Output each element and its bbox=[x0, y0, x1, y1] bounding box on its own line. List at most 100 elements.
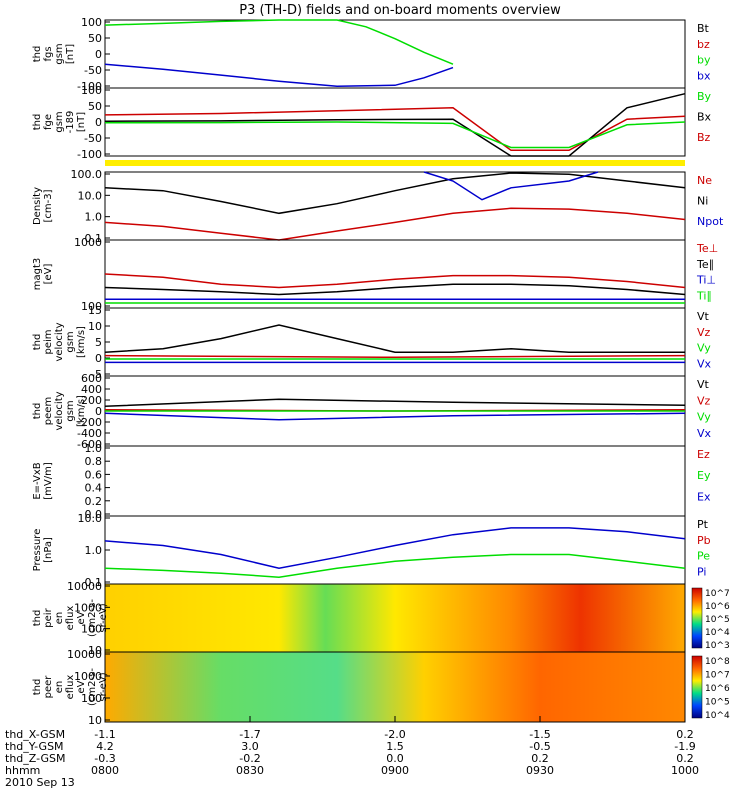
y-axis-label-line: Pressure bbox=[32, 529, 43, 572]
spectrogram-fill bbox=[105, 584, 685, 652]
y-axis-label: Density[cm-3] bbox=[32, 187, 54, 225]
legend-entry: Pt bbox=[697, 518, 709, 531]
y-tick-label: 600 bbox=[81, 372, 102, 385]
y-tick-label: 0 bbox=[95, 116, 102, 129]
legend-entry: Vt bbox=[697, 378, 710, 391]
row-value: 0.2 bbox=[676, 728, 694, 741]
legend-entry: Ti∥ bbox=[696, 289, 712, 302]
figure-title: P3 (TH-D) fields and on-board moments ov… bbox=[239, 3, 561, 18]
row-value: 1000 bbox=[671, 764, 699, 777]
y-axis-label-line: [nT] bbox=[76, 112, 87, 132]
series-line-By bbox=[104, 121, 686, 149]
panel-1: 100 50 0 -50 -100 thdfgegsm-189[nT] By Bx Bz bbox=[32, 84, 712, 161]
row-value: 1.5 bbox=[386, 740, 404, 753]
y-tick-label: 100.0 bbox=[71, 168, 103, 181]
y-tick-label: 1.0 bbox=[85, 442, 103, 455]
panel-2: 100.0 10.0 1.0 0.1 Density[cm-3] Ne Ni Npot bbox=[32, 168, 724, 245]
y-axis-label: thdpeerenefluxeV(cm2-s-sr-eV) bbox=[32, 668, 109, 706]
series-line-Te⊥ bbox=[104, 273, 686, 289]
legend-entry: Pb bbox=[697, 534, 711, 547]
panel-frame bbox=[104, 307, 686, 377]
row-value: 0830 bbox=[236, 764, 264, 777]
row-value: 0.0 bbox=[386, 752, 404, 765]
colorbar-tick-label: 10^4 bbox=[705, 628, 730, 638]
row-value: -0.3 bbox=[94, 752, 115, 765]
legend-entry: Vz bbox=[697, 326, 711, 339]
colorbar bbox=[691, 587, 703, 649]
y-tick-label: 0 bbox=[95, 352, 102, 365]
y-tick-label: 0.4 bbox=[85, 482, 103, 495]
series-line-Vz bbox=[104, 354, 686, 359]
y-axis-label-line: [nT] bbox=[65, 44, 76, 64]
colorbar-tick-label: 10^4 bbox=[705, 711, 730, 721]
y-axis-label-line: eflux bbox=[65, 606, 76, 631]
y-tick-label: 10 bbox=[88, 320, 102, 333]
y-axis-label-line: gsm bbox=[65, 331, 76, 352]
y-axis-label-line: gsm bbox=[65, 400, 76, 421]
y-axis-label-line: eflux bbox=[65, 675, 76, 700]
colorbar-tick-label: 10^6 bbox=[705, 684, 730, 694]
panel-frame bbox=[104, 19, 686, 89]
y-tick-label: 0 bbox=[95, 405, 102, 418]
y-axis-label-line: (cm2-s- bbox=[87, 599, 98, 637]
series-line-Bx bbox=[104, 92, 686, 157]
y-tick-label: 0.1 bbox=[85, 576, 103, 589]
y-axis-label-line: velocity bbox=[54, 322, 65, 361]
y-axis-label-line: peem bbox=[43, 397, 54, 425]
colorbar-tick-label: 10^3 bbox=[705, 641, 730, 651]
row-label: thd_Z-GSM bbox=[5, 752, 65, 765]
legend-entry: Pe bbox=[697, 550, 710, 563]
y-tick-label: -100 bbox=[77, 148, 102, 161]
series-line-Vt bbox=[104, 398, 686, 408]
panel-frame bbox=[104, 445, 686, 517]
y-tick-label: -50 bbox=[84, 132, 102, 145]
legend-entry: Ex bbox=[697, 490, 711, 503]
y-axis-label-line: [km/s] bbox=[76, 395, 87, 427]
y-axis-label: Pressure[nPa] bbox=[32, 529, 54, 572]
row-label: hhmm bbox=[5, 764, 40, 777]
y-tick-label: 1000 bbox=[74, 601, 102, 614]
row-value: -2.0 bbox=[384, 728, 405, 741]
y-tick-label: 5 bbox=[95, 336, 102, 349]
y-axis-label-line: -189 bbox=[65, 111, 76, 134]
y-axis-label-line: peir bbox=[43, 607, 54, 627]
colorbar-tick-label: 10^5 bbox=[705, 615, 730, 625]
row-value: -1.9 bbox=[674, 740, 695, 753]
y-axis-label-line: thd bbox=[32, 114, 43, 131]
y-tick-label: 50 bbox=[88, 32, 102, 45]
y-tick-label: 100 bbox=[81, 300, 102, 313]
y-tick-label: 10 bbox=[88, 644, 102, 657]
legend-entry: Ez bbox=[697, 448, 710, 461]
row-value: 0800 bbox=[91, 764, 119, 777]
y-tick-label: 0.2 bbox=[85, 495, 103, 508]
y-tick-label: 1.0 bbox=[85, 544, 103, 557]
row-value: 0900 bbox=[381, 764, 409, 777]
spectrogram-fill bbox=[105, 652, 685, 722]
colorbar-tick-label: 10^6 bbox=[705, 602, 730, 612]
colorbar-tick-label: 10^5 bbox=[705, 698, 730, 708]
row-value: -1.1 bbox=[94, 728, 115, 741]
series-line-Ni bbox=[104, 172, 686, 215]
panel-7: 10.0 1.0 0.1 Pressure[nPa] Pt Pb Pe Pi bbox=[32, 512, 711, 589]
y-tick-label: -200 bbox=[77, 416, 102, 429]
y-axis-label-line: peim bbox=[43, 329, 54, 354]
legend-entry: bz bbox=[697, 38, 710, 51]
legend-entry: Ne bbox=[697, 174, 712, 187]
row-label: thd_X-GSM bbox=[5, 728, 65, 741]
y-axis-label-line: peer bbox=[43, 675, 54, 699]
y-axis-label: magt3[eV] bbox=[32, 258, 54, 291]
legend-entry: Pi bbox=[697, 565, 706, 578]
series-line-Bz bbox=[104, 107, 686, 152]
y-axis-label-line: fge bbox=[43, 114, 54, 130]
legend-entry: Vz bbox=[697, 394, 711, 407]
legend-entry: Bt bbox=[697, 22, 710, 35]
legend-entry: Vy bbox=[697, 342, 711, 355]
series-line-bx bbox=[104, 63, 454, 88]
row-value: -1.7 bbox=[239, 728, 260, 741]
y-axis-label-line: velocity bbox=[54, 391, 65, 430]
legend-entry: Vx bbox=[697, 427, 712, 440]
y-tick-label: 100 bbox=[81, 16, 102, 29]
legend-entry: Te⊥ bbox=[696, 242, 718, 255]
panel-frame bbox=[104, 239, 686, 309]
